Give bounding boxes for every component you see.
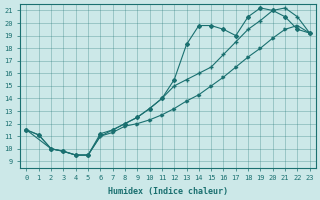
X-axis label: Humidex (Indice chaleur): Humidex (Indice chaleur) [108, 187, 228, 196]
